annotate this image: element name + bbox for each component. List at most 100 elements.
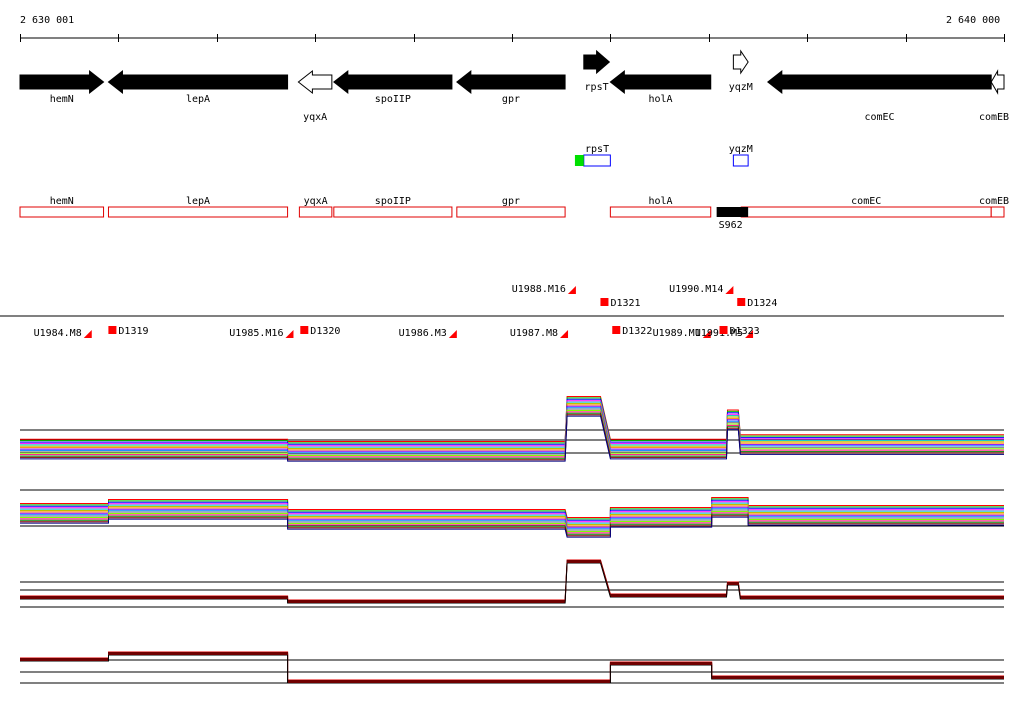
expression-trace	[20, 652, 1004, 682]
coordinate-axis: 2 630 001 2 640 000	[20, 15, 1005, 42]
expression-trace	[20, 562, 1004, 604]
gene-label: comEB	[979, 112, 1009, 123]
upstream-marker	[448, 330, 457, 338]
annotation-box	[107, 206, 289, 218]
gene-label: comEC	[864, 112, 894, 123]
downstream-marker	[600, 298, 609, 306]
small-feature-track: rpsT yqzM	[574, 144, 753, 167]
expression-trace	[20, 512, 1004, 534]
expression-trace	[20, 501, 1004, 523]
upstream-label: U1990.M14	[669, 284, 723, 295]
expression-trace	[20, 651, 1004, 681]
annotation-box	[333, 206, 453, 218]
gene-arrow	[333, 69, 453, 95]
annotation-box	[609, 206, 712, 218]
expression-trace	[20, 396, 1004, 442]
gene-arrow	[609, 69, 712, 95]
small-feature-label: yqzM	[729, 144, 753, 155]
expression-trace	[20, 498, 1004, 520]
expression-trace	[20, 653, 1004, 683]
upstream-label: U1989.M1	[653, 328, 701, 339]
expression-trace	[20, 398, 1004, 445]
axis-start-label: 2 630 001	[20, 15, 74, 26]
annotation-label: comEC	[851, 196, 881, 207]
downstream-marker	[737, 298, 746, 306]
upstream-marker	[725, 286, 734, 294]
annotation-box	[456, 206, 566, 218]
expression-trace	[20, 505, 1004, 527]
axis-end-label: 2 640 000	[946, 15, 1000, 26]
upstream-marker	[745, 330, 754, 338]
downstream-label: D1323	[730, 326, 760, 337]
small-feature-label: rpsT	[585, 144, 609, 155]
expression-trace	[20, 516, 1004, 538]
annotation-track: hemN lepA yqxA spoIIP gpr holA comEC comEB S962	[19, 196, 1009, 231]
annotation-box	[19, 206, 105, 218]
expression-trace	[20, 508, 1004, 530]
annotation-label: lepA	[186, 196, 210, 207]
gene-arrow	[583, 49, 611, 75]
gene-arrow	[297, 69, 333, 95]
downstream-label: D1322	[622, 326, 652, 337]
downstream-marker	[300, 326, 309, 334]
upstream-label: U1986.M3	[399, 328, 447, 339]
expression-trace	[20, 509, 1004, 531]
expression-trace	[20, 511, 1004, 532]
gene-label: rpsT	[585, 82, 609, 93]
gene-arrow	[107, 69, 289, 95]
gene-label: hemN	[50, 94, 74, 105]
upstream-marker	[567, 286, 576, 294]
annotation-box	[298, 206, 333, 218]
upstream-label: U1988.M16	[512, 284, 566, 295]
upstream-marker	[83, 330, 92, 338]
expression-trace	[20, 560, 1004, 602]
upstream-marker	[702, 330, 711, 338]
expression-trace	[20, 499, 1004, 521]
gene-arrow	[456, 69, 566, 95]
expression-trace	[20, 513, 1004, 535]
expression-profiles	[20, 396, 1004, 684]
expression-trace	[20, 397, 1004, 444]
upstream-label: U1991.M5	[695, 328, 743, 339]
annotation-label: hemN	[50, 196, 74, 207]
expression-trace	[20, 654, 1004, 684]
gene-label: lepA	[186, 94, 210, 105]
upstream-label: U1987.M8	[510, 328, 558, 339]
downstream-label: D1324	[747, 298, 777, 309]
s-marker	[716, 207, 749, 217]
gene-track: hemN lepA yqxA spoIIP gpr rpsT holA yqzM comEC co…	[19, 49, 1009, 123]
upstream-label: U1984.M8	[34, 328, 82, 339]
expression-trace	[20, 415, 1004, 462]
downstream-marker	[108, 326, 117, 334]
annotation-box	[990, 206, 1005, 218]
small-feature-box	[732, 154, 749, 167]
gene-arrow	[732, 49, 749, 75]
annotation-label: comEB	[979, 196, 1009, 207]
expression-trace	[20, 502, 1004, 524]
expression-trace	[20, 506, 1004, 528]
downstream-label: D1319	[118, 326, 148, 337]
gene-label: gpr	[502, 94, 520, 105]
downstream-marker	[719, 326, 728, 334]
expression-trace	[20, 559, 1004, 601]
s-marker-label: S962	[719, 220, 743, 231]
expression-trace	[20, 497, 1004, 518]
downstream-marker	[612, 326, 621, 334]
annotation-label: holA	[649, 196, 673, 207]
gene-label: yqzM	[729, 82, 753, 93]
annotation-label: yqxA	[304, 196, 328, 207]
annotation-label: spoIIP	[375, 196, 411, 207]
gene-arrow	[19, 69, 105, 95]
downstream-label: D1321	[610, 298, 640, 309]
transcript-track: U1984.M8 U1985.M16 U1986.M3 U1987.M8 U1988.M…	[0, 284, 1004, 339]
expression-trace	[20, 504, 1004, 525]
upstream-marker	[560, 330, 569, 338]
gene-arrow	[990, 69, 1005, 95]
small-feature-green	[574, 155, 584, 166]
annotation-box	[740, 206, 992, 218]
upstream-label: U1985.M16	[229, 328, 283, 339]
small-feature-box	[583, 154, 611, 167]
downstream-label: D1320	[310, 326, 340, 337]
gene-label: yqxA	[303, 112, 327, 123]
